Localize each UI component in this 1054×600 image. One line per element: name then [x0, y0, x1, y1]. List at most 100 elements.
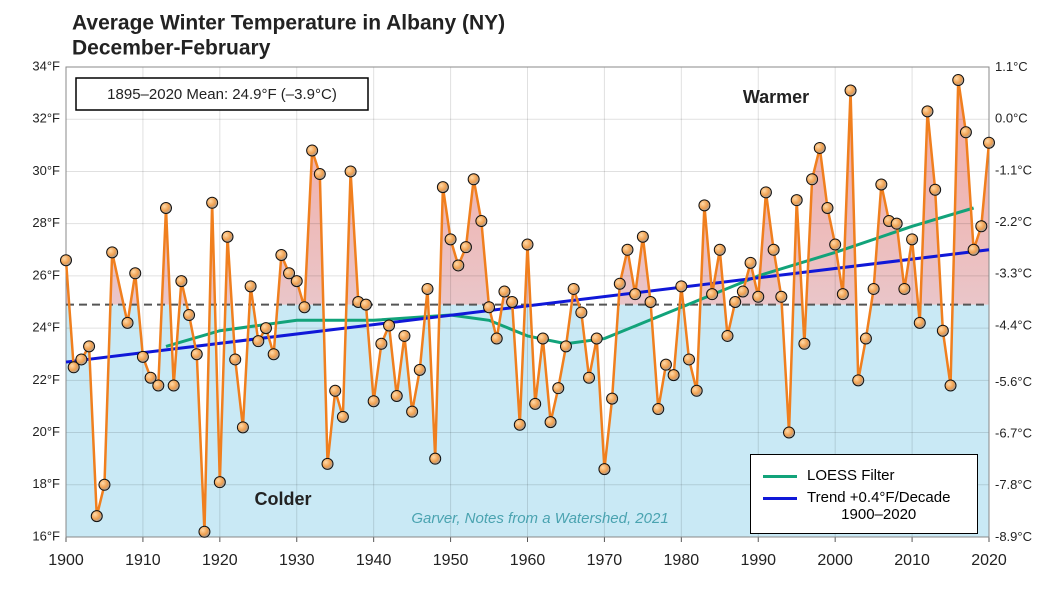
y-tick-label: 20°F	[32, 424, 60, 439]
data-point	[798, 337, 811, 350]
data-point	[421, 282, 434, 295]
data-point	[898, 282, 911, 295]
mean-box	[75, 77, 369, 111]
y2-tick-label: -2.2°C	[995, 214, 1032, 229]
data-point	[75, 353, 88, 366]
data-point	[298, 301, 311, 314]
data-point	[206, 196, 219, 209]
annotation: Warmer	[743, 87, 809, 107]
data-point	[398, 329, 411, 342]
data-point	[621, 243, 634, 256]
data-point	[767, 243, 780, 256]
data-point	[198, 525, 211, 538]
data-point	[675, 280, 688, 293]
data-point	[921, 105, 934, 118]
data-point	[852, 374, 865, 387]
data-point	[375, 337, 388, 350]
data-point	[867, 282, 880, 295]
data-line	[64, 79, 991, 532]
data-point	[590, 332, 603, 345]
data-point	[121, 316, 134, 329]
data-point	[598, 463, 611, 476]
data-point	[459, 241, 472, 254]
data-point	[706, 288, 719, 301]
data-point	[490, 332, 503, 345]
data-point	[413, 363, 426, 376]
data-point	[213, 476, 226, 489]
trend-line	[65, 248, 990, 364]
x-tick-label: 1980	[664, 552, 700, 569]
data-point	[506, 296, 519, 308]
x-tick-label: 1900	[48, 552, 84, 569]
data-point	[683, 353, 696, 366]
data-point	[283, 267, 296, 280]
data-point	[936, 324, 949, 337]
data-point	[359, 298, 372, 311]
data-point	[321, 457, 334, 470]
data-point	[144, 371, 157, 384]
y-tick-label: 26°F	[32, 267, 60, 282]
x-tick-label: 1910	[125, 552, 161, 569]
data-point	[329, 384, 342, 397]
data-point	[659, 358, 672, 371]
data-point	[713, 243, 726, 256]
data-point	[859, 332, 872, 345]
y-tick-label: 24°F	[32, 320, 60, 335]
data-point	[529, 397, 542, 410]
data-point	[906, 233, 919, 246]
data-point	[367, 395, 380, 408]
chart-title: Average Winter Temperature in Albany (NY…	[72, 12, 505, 35]
y-tick-label: 32°F	[32, 111, 60, 126]
data-point	[952, 74, 965, 87]
data-point	[790, 194, 803, 207]
data-point	[667, 369, 680, 382]
data-point	[229, 353, 242, 366]
data-point	[383, 319, 396, 332]
data-point	[521, 238, 534, 251]
data-point	[829, 238, 842, 251]
y-tick-label: 34°F	[32, 58, 60, 73]
data-point	[444, 233, 457, 246]
data-point	[252, 335, 265, 348]
data-point	[836, 288, 849, 301]
x-tick-label: 1970	[587, 552, 623, 569]
data-point	[267, 348, 280, 361]
legend-label: LOESS Filter	[807, 467, 895, 484]
data-point	[983, 136, 995, 149]
data-point	[752, 290, 765, 303]
x-tick-label: 1920	[202, 552, 238, 569]
data-point	[959, 126, 972, 139]
data-point	[821, 202, 834, 214]
data-point	[313, 168, 326, 181]
data-point	[967, 243, 980, 256]
data-point	[567, 282, 580, 295]
data-point	[929, 183, 942, 196]
data-point	[60, 254, 72, 267]
mean-label: 1895–2020 Mean: 24.9°F (–3.9°C)	[107, 86, 337, 103]
data-point	[783, 426, 796, 439]
y-tick-label: 22°F	[32, 372, 60, 387]
data-point	[83, 340, 96, 353]
data-point	[152, 379, 165, 392]
y2-tick-label: -7.8°C	[995, 477, 1032, 492]
x-tick-label: 2020	[971, 552, 1007, 569]
data-point	[975, 220, 988, 233]
data-point	[98, 478, 111, 491]
legend: LOESS Filter Trend +0.4°F/Decade 1900–20…	[750, 454, 978, 534]
x-tick-label: 2010	[894, 552, 930, 569]
y-tick-label: 18°F	[32, 476, 60, 491]
y-tick-label: 30°F	[32, 163, 60, 178]
data-point	[629, 288, 642, 301]
data-point	[436, 181, 449, 194]
data-point	[813, 141, 826, 154]
y-tick-label: 16°F	[32, 528, 60, 543]
data-point	[552, 382, 565, 395]
data-point	[136, 350, 149, 363]
data-point	[306, 144, 319, 157]
legend-entry: Trend +0.4°F/Decade 1900–2020	[763, 489, 950, 523]
y2-tick-label: -1.1°C	[995, 162, 1032, 177]
data-point	[90, 510, 103, 523]
data-point	[190, 348, 203, 361]
data-point	[467, 173, 480, 186]
